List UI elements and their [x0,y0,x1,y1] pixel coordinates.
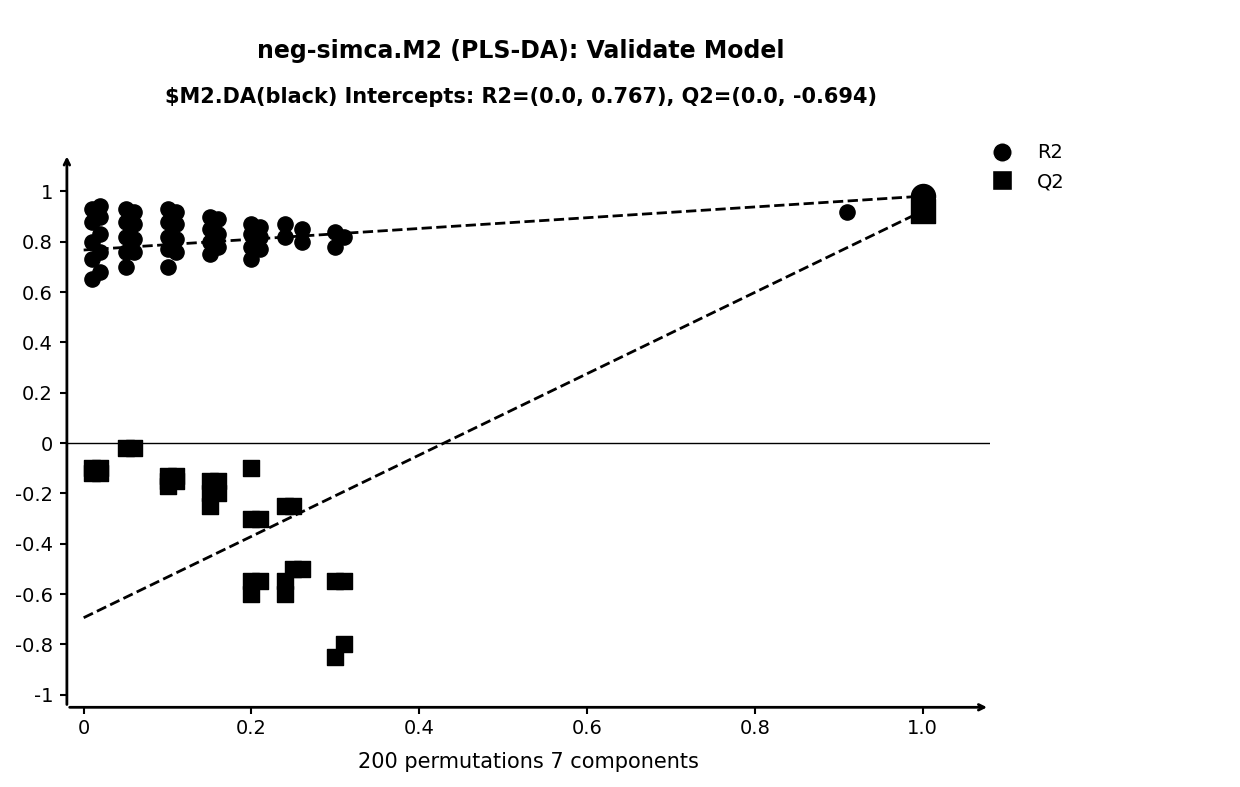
Point [166,218,186,231]
Point [242,253,262,266]
Point [82,253,102,266]
Point [115,260,135,273]
Point [325,225,345,238]
Point [91,210,110,223]
Text: neg-simca.M2 (PLS-DA): Validate Model: neg-simca.M2 (PLS-DA): Validate Model [257,39,785,63]
Point [208,475,228,487]
Point [242,218,262,231]
Point [837,205,857,218]
Point [82,235,102,248]
Point [208,241,228,253]
Point [200,210,219,223]
Point [157,231,177,243]
Point [91,246,110,258]
Point [291,563,311,575]
Point [115,246,135,258]
Text: $M2.DA(black) Intercepts: R2=(0.0, 0.767), Q2=(0.0, -0.694): $M2.DA(black) Intercepts: R2=(0.0, 0.767… [165,87,877,106]
Legend: R2, Q2: R2, Q2 [975,135,1073,199]
Point [200,475,219,487]
Point [242,241,262,253]
Point [124,246,144,258]
Point [250,243,270,256]
Point [91,228,110,241]
Point [284,563,304,575]
Point [82,216,102,228]
Point [166,470,186,482]
Point [82,467,102,479]
Point [124,233,144,246]
Point [275,588,295,600]
Point [200,500,219,512]
Point [157,479,177,492]
Point [242,228,262,241]
Point [334,638,353,651]
Point [157,470,177,482]
Point [325,241,345,253]
Point [242,462,262,475]
Point [208,212,228,225]
Point [157,260,177,273]
Point [208,228,228,241]
Point [91,200,110,212]
Point [275,218,295,231]
Point [166,233,186,246]
Point [166,246,186,258]
Point [275,500,295,512]
Point [250,575,270,588]
Point [115,442,135,454]
Point [913,205,932,217]
Point [91,462,110,475]
Point [115,216,135,228]
Point [275,231,295,243]
Point [82,462,102,475]
Point [157,216,177,228]
Point [115,231,135,243]
Point [334,231,353,243]
Point [91,467,110,479]
Point [325,575,345,588]
Point [250,220,270,233]
Point [242,588,262,600]
Point [166,205,186,218]
Point [250,231,270,243]
Point [157,243,177,256]
Point [124,205,144,218]
Point [242,575,262,588]
Point [325,651,345,663]
Point [291,235,311,248]
Point [291,223,311,235]
Point [82,273,102,286]
Point [166,475,186,487]
Point [250,512,270,525]
Point [157,475,177,487]
Point [124,218,144,231]
Point [275,575,295,588]
Point [284,500,304,512]
Point [200,248,219,260]
Point [200,235,219,248]
Point [913,190,932,202]
Point [124,442,144,454]
Point [200,223,219,235]
Point [200,487,219,500]
Point [82,203,102,216]
X-axis label: 200 permutations 7 components: 200 permutations 7 components [358,752,699,772]
Point [115,203,135,216]
Point [334,575,353,588]
Point [91,266,110,279]
Point [208,487,228,500]
Point [157,203,177,216]
Point [242,512,262,525]
